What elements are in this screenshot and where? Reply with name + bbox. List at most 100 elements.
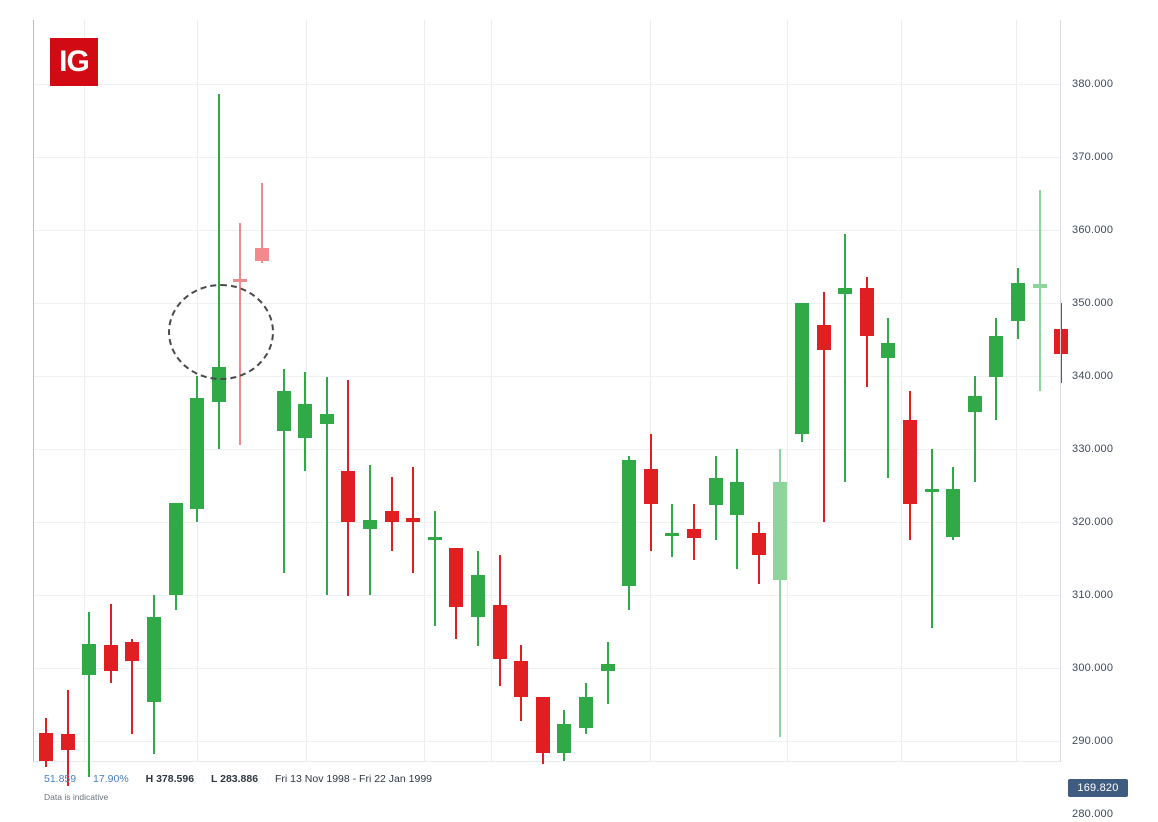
- candle-body: [82, 643, 97, 676]
- info-low: L 283.886: [210, 773, 259, 785]
- candle-body: [514, 660, 529, 698]
- candle-body: [773, 481, 788, 581]
- price-axis-divider: [1060, 20, 1061, 762]
- candle-body: [427, 536, 442, 540]
- price-axis-tick: 310.000: [1072, 589, 1114, 601]
- price-axis-tick: 350.000: [1072, 297, 1114, 309]
- candle-body: [579, 697, 593, 728]
- vertical-gridline: [491, 20, 492, 761]
- candle-wick: [822, 292, 825, 522]
- candle-wick: [606, 642, 609, 705]
- candle-body: [298, 403, 313, 439]
- candle-body: [600, 664, 615, 671]
- candle-wick: [261, 183, 263, 263]
- vertical-gridline: [306, 20, 307, 761]
- candle-body: [211, 366, 226, 402]
- candle-body: [838, 288, 853, 294]
- candle-wick: [930, 449, 933, 628]
- candle-body: [730, 481, 745, 515]
- candle-body: [643, 469, 658, 504]
- candle-body: [1011, 282, 1025, 322]
- candle-body: [190, 397, 205, 509]
- candle-body: [319, 413, 334, 425]
- price-axis-tick: 290.000: [1072, 735, 1114, 747]
- price-axis-tick: 360.000: [1072, 224, 1114, 236]
- candle-body: [341, 470, 356, 522]
- price-axis-tick: 300.000: [1072, 662, 1114, 674]
- candle-body: [255, 248, 269, 261]
- candle-body: [751, 532, 766, 555]
- vertical-gridline: [84, 20, 85, 761]
- candle-body: [903, 419, 917, 504]
- candle-body: [103, 645, 118, 671]
- horizontal-gridline: [34, 157, 1060, 158]
- candle-body: [687, 529, 701, 539]
- candle-body: [363, 519, 377, 530]
- chart-plot-area[interactable]: [33, 20, 1069, 786]
- candle-body: [816, 324, 831, 351]
- candle-wick: [369, 465, 371, 595]
- candle-wick: [239, 222, 242, 446]
- candle-wick: [973, 376, 976, 482]
- candle-body: [946, 489, 961, 537]
- data-disclaimer: Data is indicative: [44, 792, 109, 802]
- price-axis-tick: 280.000: [1072, 808, 1114, 820]
- horizontal-gridline: [34, 668, 1060, 669]
- candle-body: [276, 390, 291, 432]
- price-axis-tick: 370.000: [1072, 151, 1114, 163]
- candle-body: [168, 503, 183, 595]
- candle-wick: [1038, 189, 1041, 391]
- candle-body: [665, 532, 680, 536]
- candle-body: [60, 733, 75, 750]
- candle-wick: [131, 638, 134, 734]
- candle-wick: [217, 94, 220, 449]
- candle-wick: [282, 368, 285, 574]
- vertical-gridline: [787, 20, 788, 761]
- candle-wick: [433, 511, 436, 626]
- candle-body: [384, 511, 399, 522]
- candle-body: [406, 518, 421, 522]
- horizontal-gridline: [34, 84, 1060, 85]
- candle-body: [147, 616, 161, 703]
- candle-body: [535, 697, 550, 754]
- candle-body: [622, 459, 637, 587]
- chart-info-bar: 51.859 17.90% H 378.596 L 283.886 Fri 13…: [44, 773, 446, 785]
- candle-body: [471, 574, 485, 617]
- price-axis-tick: 330.000: [1072, 443, 1114, 455]
- candle-wick: [109, 603, 112, 683]
- candle-body: [557, 724, 572, 753]
- candle-body: [492, 605, 507, 660]
- candle-body: [1054, 328, 1069, 355]
- candle-body: [449, 547, 464, 608]
- candle-wick: [671, 503, 674, 558]
- candle-body: [708, 478, 723, 506]
- horizontal-gridline: [34, 522, 1060, 523]
- ig-logo: IG: [50, 38, 98, 86]
- vertical-gridline: [424, 20, 425, 761]
- price-axis-tick: 380.000: [1072, 78, 1114, 90]
- horizontal-gridline: [34, 230, 1060, 231]
- candle-body: [125, 642, 140, 662]
- price-axis-tick: 340.000: [1072, 370, 1114, 382]
- candle-wick: [887, 317, 890, 479]
- horizontal-gridline: [34, 376, 1060, 377]
- candle-body: [881, 343, 896, 358]
- vertical-gridline: [650, 20, 651, 761]
- candle-wick: [325, 376, 328, 595]
- candle-body: [924, 489, 939, 493]
- candle-wick: [88, 611, 91, 778]
- info-change-percent: 17.90%: [93, 773, 129, 785]
- price-axis-tick: 320.000: [1072, 516, 1114, 528]
- horizontal-gridline: [34, 595, 1060, 596]
- candle-body: [233, 278, 248, 282]
- candle-wick: [779, 449, 782, 738]
- candle-wick: [844, 233, 847, 482]
- info-high: H 378.596: [145, 773, 195, 785]
- candle-body: [795, 303, 809, 435]
- last-price-badge: 169.820: [1068, 779, 1128, 797]
- info-change-value: 51.859: [44, 773, 77, 785]
- vertical-gridline: [1016, 20, 1017, 761]
- candle-body: [989, 335, 1004, 378]
- candle-body: [39, 732, 53, 761]
